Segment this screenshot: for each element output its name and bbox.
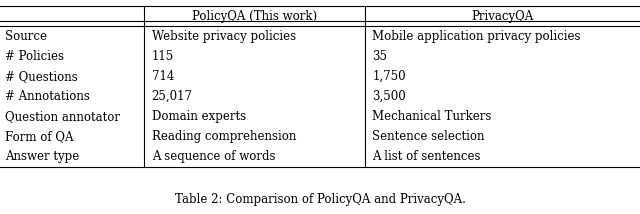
Text: Reading comprehension: Reading comprehension [152, 130, 296, 143]
Text: Mechanical Turkers: Mechanical Turkers [372, 110, 492, 123]
Text: Answer type: Answer type [5, 150, 79, 163]
Text: 3,500: 3,500 [372, 90, 406, 103]
Text: PrivacyQA: PrivacyQA [471, 10, 534, 23]
Text: # Policies: # Policies [5, 50, 64, 63]
Text: # Annotations: # Annotations [5, 90, 90, 103]
Text: A sequence of words: A sequence of words [152, 150, 275, 163]
Text: Source: Source [5, 30, 47, 43]
Text: Table 2: Comparison of PolicyQA and PrivacyQA.: Table 2: Comparison of PolicyQA and Priv… [175, 193, 465, 205]
Text: Mobile application privacy policies: Mobile application privacy policies [372, 30, 581, 43]
Text: 714: 714 [152, 70, 174, 83]
Text: Domain experts: Domain experts [152, 110, 246, 123]
Text: Question annotator: Question annotator [5, 110, 120, 123]
Text: PolicyQA (This work): PolicyQA (This work) [192, 10, 317, 23]
Text: 115: 115 [152, 50, 174, 63]
Text: 25,017: 25,017 [152, 90, 193, 103]
Text: Form of QA: Form of QA [5, 130, 74, 143]
Text: 35: 35 [372, 50, 387, 63]
Text: # Questions: # Questions [5, 70, 78, 83]
Text: A list of sentences: A list of sentences [372, 150, 481, 163]
Text: 1,750: 1,750 [372, 70, 406, 83]
Text: Sentence selection: Sentence selection [372, 130, 485, 143]
Text: Website privacy policies: Website privacy policies [152, 30, 296, 43]
